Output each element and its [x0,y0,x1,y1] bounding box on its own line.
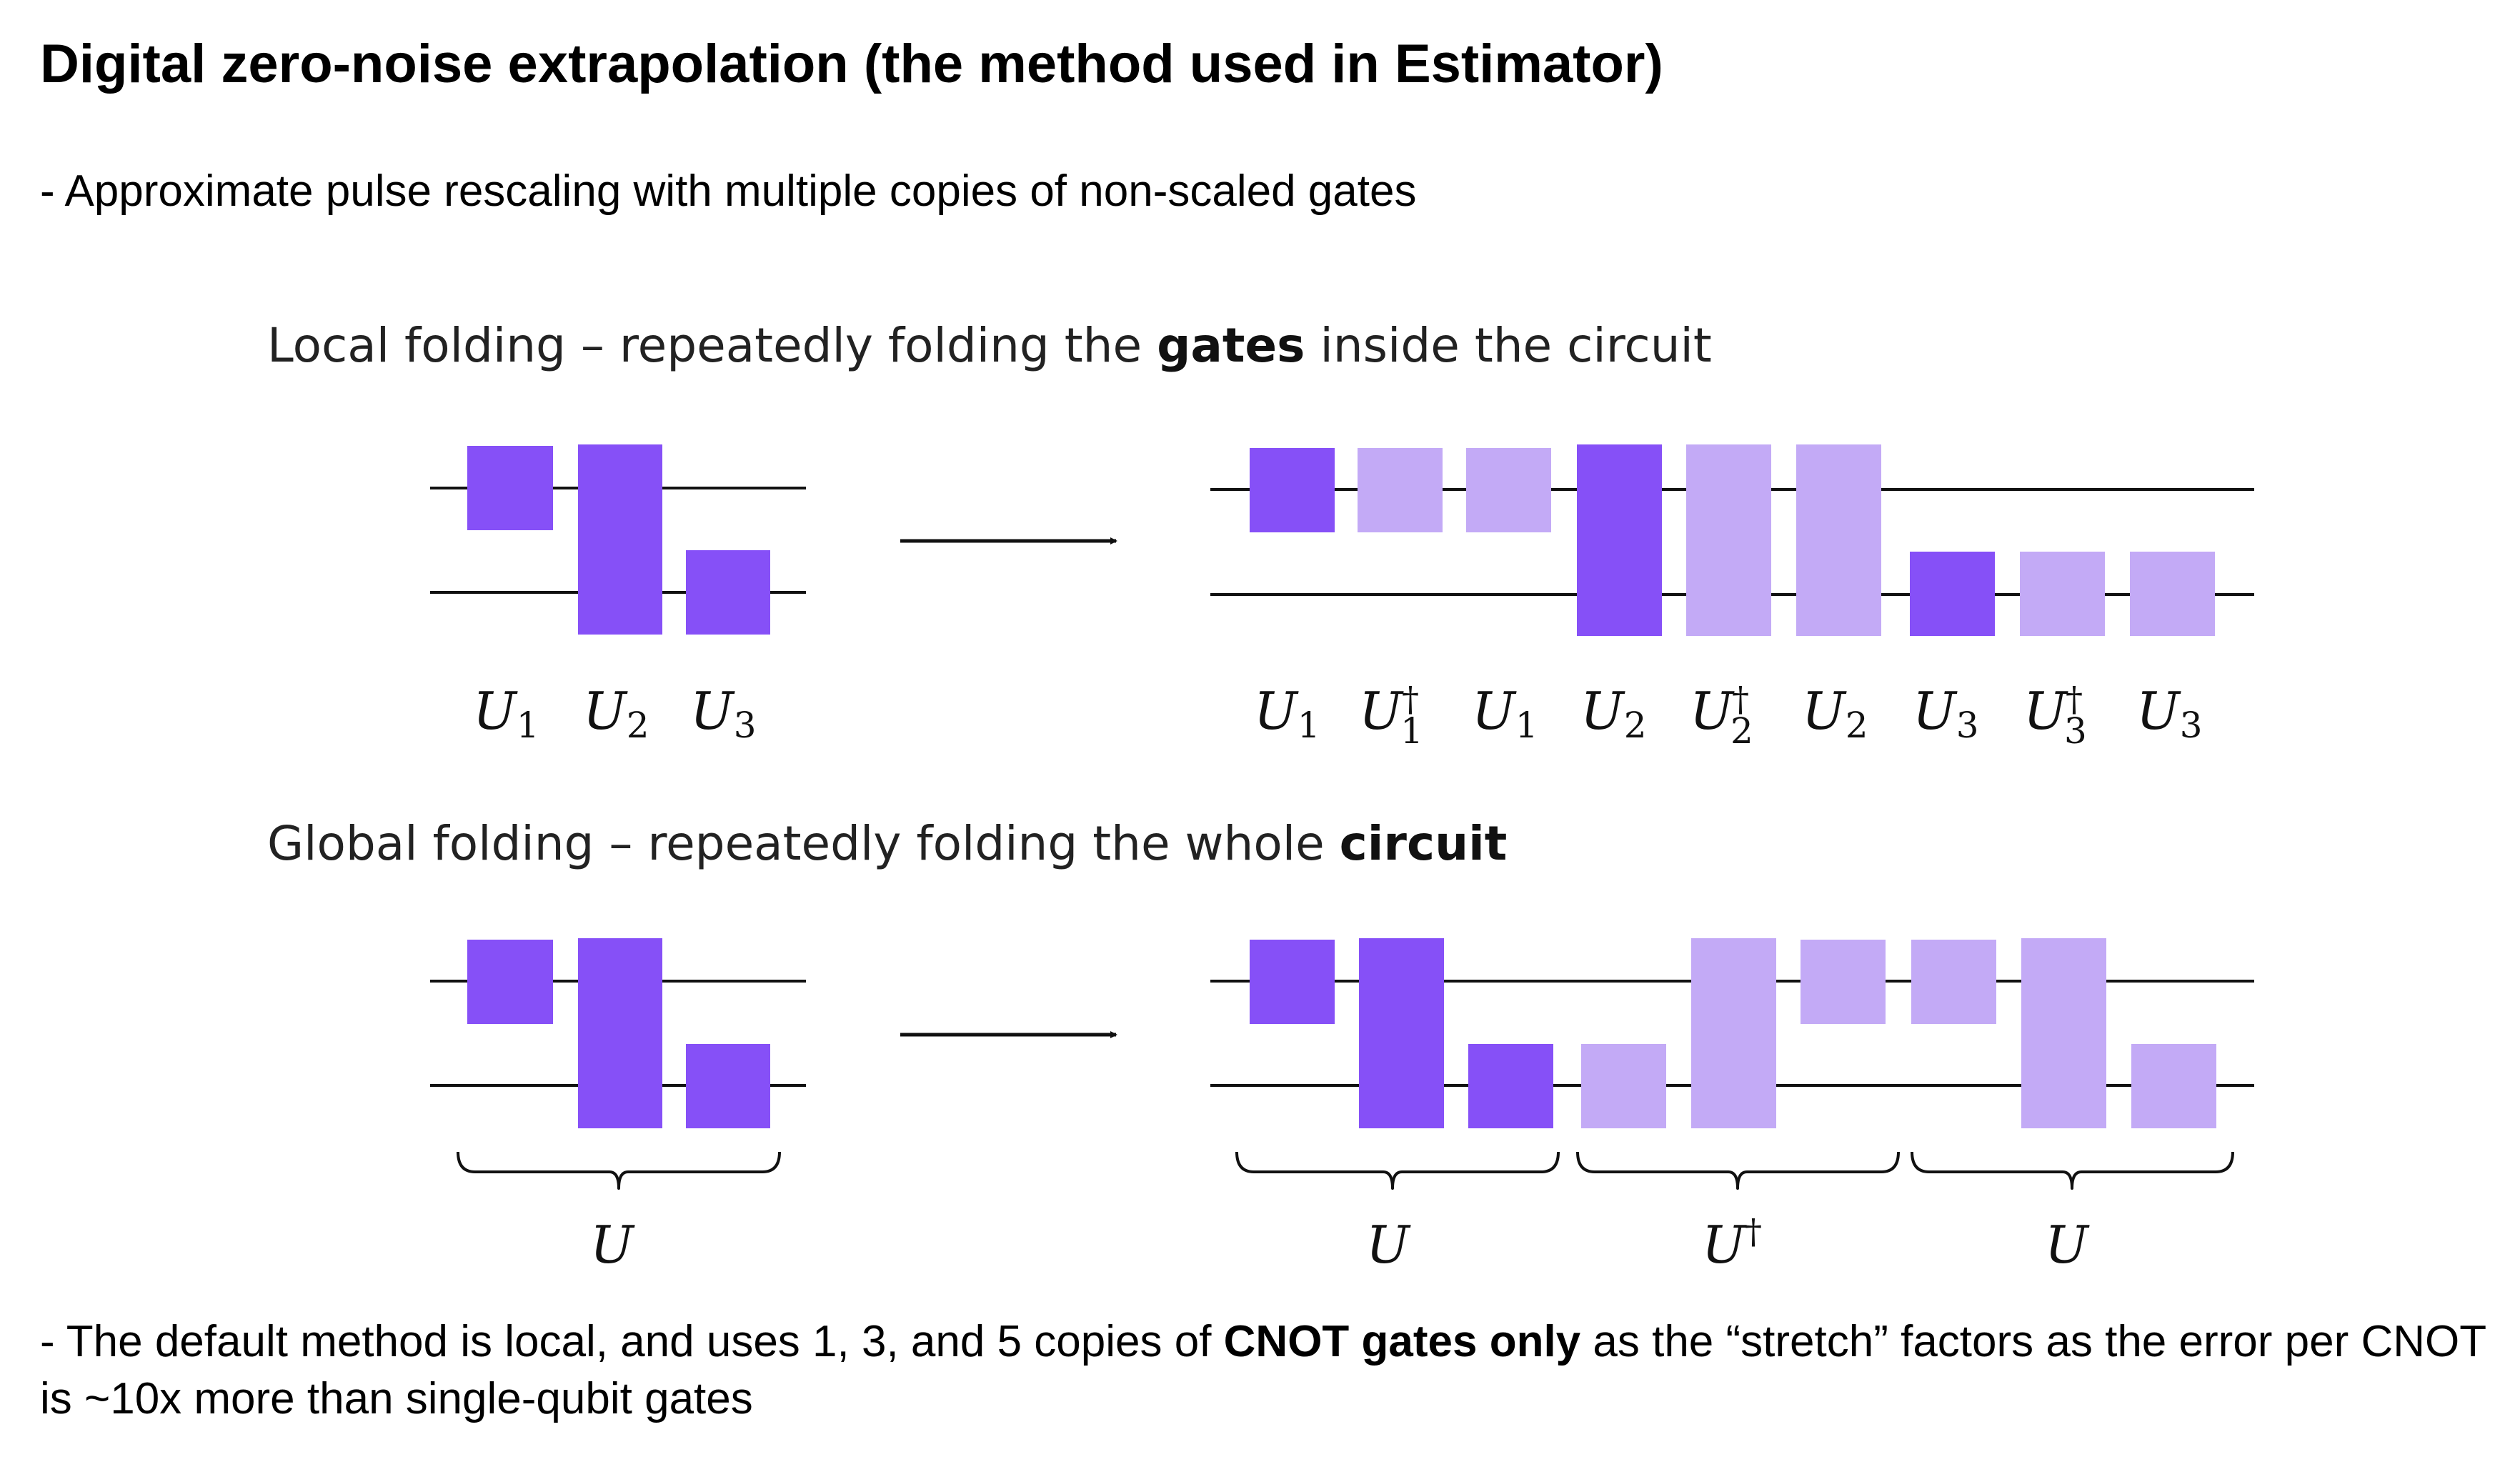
label-u: U [1359,681,1404,741]
label-u: U [2045,1215,2090,1275]
label-u: U3 [690,681,757,746]
footer-text: - The default method is local, and uses … [40,1317,1224,1366]
local-original-labels: U1 U2 U3 [473,681,757,746]
local-heading-tail: inside the circuit [1305,318,1712,373]
label-u: U1 [473,681,539,746]
gate-u1 [1466,448,1551,532]
local-folding-heading: Local folding – repeatedly folding the g… [267,318,1712,373]
intro-bullet: - Approximate pulse rescaling with multi… [40,166,1417,216]
local-folded-labels: U1 U † 1 U1 U2 U † 2 U2 U3 U † 3 U3 [1254,680,2203,752]
label-dagger: † [1402,680,1419,720]
gate-u3 [1910,552,1995,636]
local-original-circuit [430,444,806,635]
brace-u [1911,1151,2234,1190]
gate-u2 [1796,444,1881,636]
gate-u3-dagger [2020,552,2105,636]
gate-u3-dagger [1581,1044,1666,1128]
gate-u3 [1468,1044,1553,1128]
global-labels: U U U † U [590,1212,2090,1275]
gate-u3 [686,550,770,635]
label-u: U3 [2136,681,2203,746]
label-u: U2 [1802,681,1868,746]
gate-u1 [467,446,553,530]
global-heading-bold: circuit [1339,816,1508,871]
label-u: U [1366,1215,1411,1275]
label-u: U2 [1580,681,1647,746]
global-original-circuit [430,938,806,1128]
gate-u1-dagger [1358,448,1443,532]
gate-u1 [1250,448,1335,532]
gate-u2 [578,938,662,1128]
local-heading-text: Local folding – repeatedly folding the [267,318,1157,373]
gate-u2 [578,444,662,635]
gate-u2 [1359,938,1444,1128]
label-u: U3 [1913,681,1979,746]
label-u: U [1702,1215,1747,1275]
label-u: U2 [583,681,649,746]
braces [457,1151,2234,1190]
label-subscript: 3 [2064,710,2087,752]
gate-u2-dagger [1691,938,1776,1128]
global-folding-heading: Global folding – repeatedly folding the … [267,816,1507,871]
gate-u1 [467,940,553,1024]
local-heading-bold: gates [1157,318,1305,373]
brace-u [1235,1151,1560,1190]
gate-u2-dagger [1686,444,1771,636]
brace-u-dagger [1576,1151,1900,1190]
slide-title: Digital zero-noise extrapolation (the me… [40,34,1663,94]
gate-u1 [1250,940,1335,1024]
local-folded-circuit [1210,444,2254,636]
gate-u2 [1577,444,1662,636]
global-folded-circuit [1210,938,2254,1128]
label-u: U [2023,681,2068,741]
gate-u3 [2131,1044,2216,1128]
footer-bold: CNOT gates only [1223,1317,1581,1366]
label-u: U1 [1254,681,1320,746]
label-subscript: 1 [1400,710,1423,752]
label-u: U [1690,681,1735,741]
label-u: U1 [1472,681,1538,746]
gate-u1 [1911,940,1996,1024]
gate-u3 [686,1044,770,1128]
footer-tail: as the “stretch” factors as the error pe… [40,1317,2486,1423]
label-dagger: † [2066,680,2083,720]
global-heading-text: Global folding – repeatedly folding the … [267,816,1340,871]
footer-bullet: - The default method is local, and uses … [40,1313,2498,1428]
brace-original [457,1151,781,1190]
gate-u3 [2130,552,2215,636]
label-u: U [590,1215,635,1275]
gate-u2 [2021,938,2106,1128]
gate-u1-dagger [1801,940,1886,1024]
label-dagger: † [1732,680,1749,720]
label-dagger: † [1745,1212,1762,1252]
label-subscript: 2 [1730,710,1753,752]
